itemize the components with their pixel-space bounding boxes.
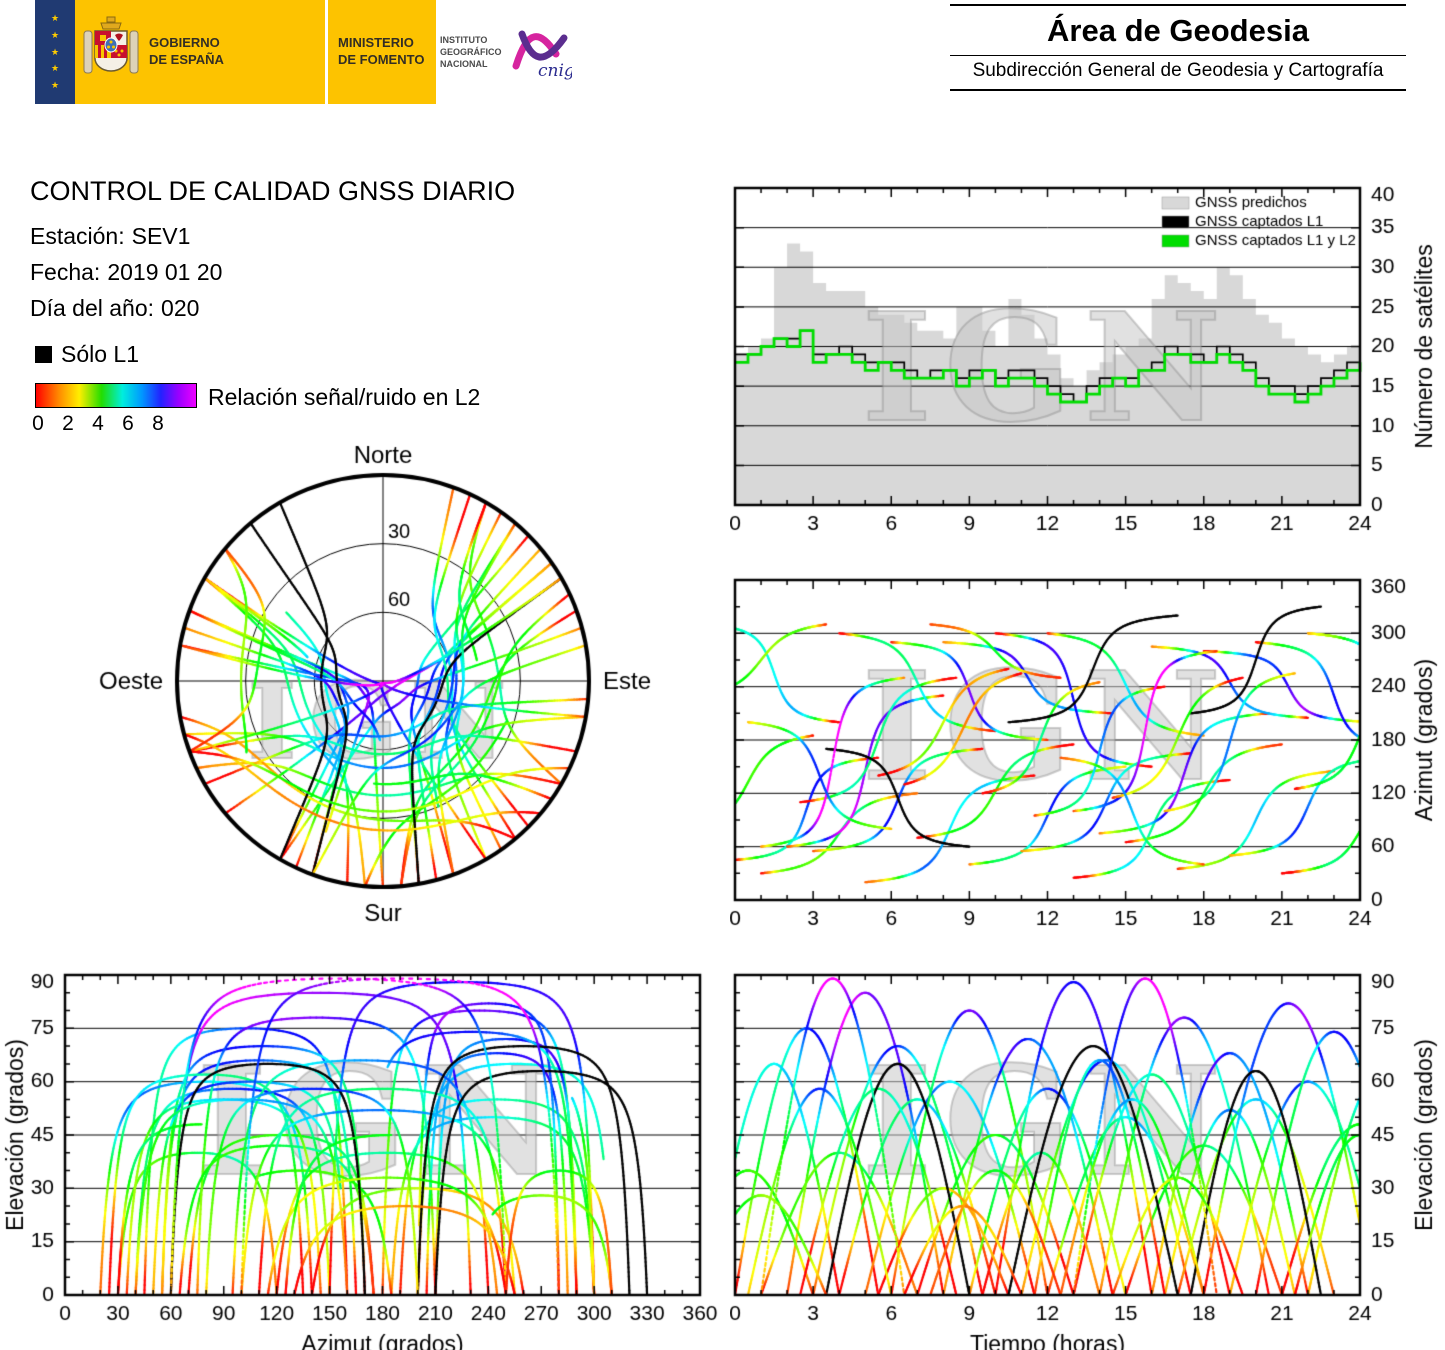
snr-colorbar-label: Relación señal/ruido en L2 xyxy=(208,384,481,410)
solo-l1-legend: Sólo L1 xyxy=(35,341,139,368)
elevation-time-canvas xyxy=(730,970,1445,1350)
ministerio-label: MINISTERIO DE FOMENTO xyxy=(338,35,425,67)
doy-row: Día del año: 020 xyxy=(30,295,515,322)
eu-stars-icon: ★ ★ ★ ★ ★ xyxy=(50,13,60,90)
spain-coat-of-arms-icon xyxy=(83,15,139,90)
doy-value: 020 xyxy=(161,295,200,321)
gobierno-label: GOBIERNO DE ESPAÑA xyxy=(149,35,224,67)
skyplot-canvas xyxy=(75,438,695,943)
station-label: Estación: xyxy=(30,223,125,249)
instituto-label: INSTITUTO GEOGRÁFICO NACIONAL xyxy=(440,34,502,70)
snr-tick: 2 xyxy=(62,412,74,435)
snr-tick: 0 xyxy=(32,412,44,435)
station-row: Estación: SEV1 xyxy=(30,223,515,250)
divider xyxy=(950,4,1406,6)
divider xyxy=(950,55,1406,56)
station-value: SEV1 xyxy=(131,223,191,249)
snr-tick: 8 xyxy=(152,412,164,435)
date-row: Fecha: 2019 01 20 xyxy=(30,259,515,286)
snr-colorbar-ticks: 0 2 4 6 8 xyxy=(32,412,215,436)
elevation-azimuth-canvas xyxy=(0,970,720,1350)
report-info: CONTROL DE CALIDAD GNSS DIARIO Estación:… xyxy=(30,176,515,331)
gobierno-block: GOBIERNO DE ESPAÑA xyxy=(75,0,325,104)
snr-tick: 4 xyxy=(92,412,104,435)
report-title: CONTROL DE CALIDAD GNSS DIARIO xyxy=(30,176,516,206)
instituto-block: INSTITUTO GEOGRÁFICO NACIONAL cnig xyxy=(436,0,596,104)
divider xyxy=(950,89,1406,91)
date-label: Fecha: xyxy=(30,259,101,285)
sat-count-canvas xyxy=(730,183,1445,555)
doy-label: Día del año: xyxy=(30,295,155,321)
area-header: Área de Geodesia Subdirección General de… xyxy=(950,4,1406,91)
area-title: Área de Geodesia xyxy=(1047,13,1309,48)
cnig-logo-icon: cnig xyxy=(506,20,574,85)
azimuth-time-canvas xyxy=(730,575,1445,935)
solo-l1-label: Sólo L1 xyxy=(61,341,140,367)
gobierno-banner: ★ ★ ★ ★ ★ xyxy=(35,0,596,104)
cnig-label: cnig xyxy=(538,61,572,80)
banner-divider xyxy=(325,0,328,104)
eu-flag-strip: ★ ★ ★ ★ ★ xyxy=(35,0,75,104)
date-value: 2019 01 20 xyxy=(107,259,223,285)
ministerio-block: MINISTERIO DE FOMENTO xyxy=(328,0,436,104)
snr-tick: 6 xyxy=(122,412,134,435)
area-subtitle: Subdirección General de Geodesia y Carto… xyxy=(972,60,1384,81)
snr-colorbar xyxy=(35,383,197,408)
l1-swatch-icon xyxy=(35,346,52,363)
